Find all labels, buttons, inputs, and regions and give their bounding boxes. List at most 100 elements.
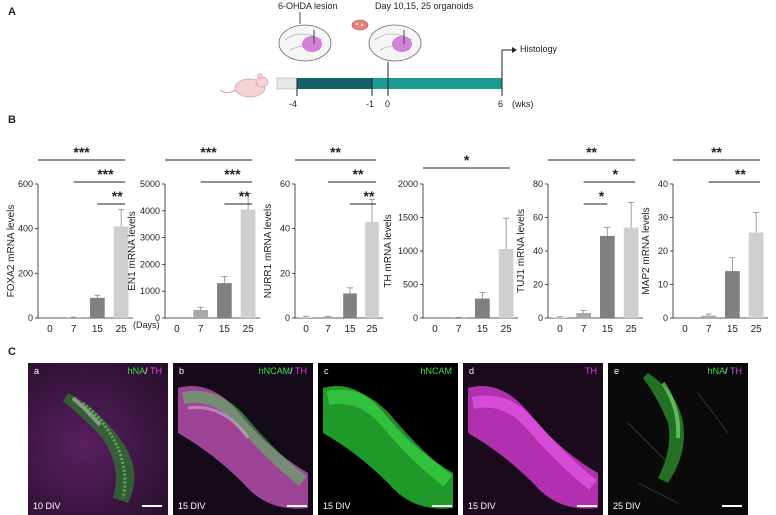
significance-label: * bbox=[464, 152, 470, 168]
x-tick-label: 25 bbox=[751, 324, 763, 335]
y-tick-label: 60 bbox=[280, 179, 290, 189]
div-label: 15 DIV bbox=[323, 501, 351, 511]
image-index: b bbox=[179, 366, 185, 376]
x-tick-label: 25 bbox=[626, 324, 638, 335]
bar bbox=[623, 227, 639, 318]
y-tick-label: 20 bbox=[280, 268, 290, 278]
bar bbox=[193, 309, 208, 318]
y-tick-label: 0 bbox=[155, 313, 160, 323]
div-label: 25 DIV bbox=[613, 501, 641, 511]
x-tick-label: 15 bbox=[727, 324, 739, 335]
organoid-label: Day 10,15, 25 organoids bbox=[375, 1, 474, 11]
x-tick-label: 7 bbox=[456, 324, 462, 335]
y-tick-label: 3000 bbox=[140, 233, 160, 243]
significance-label: ** bbox=[364, 188, 375, 204]
div-label: 10 DIV bbox=[33, 501, 61, 511]
bar bbox=[576, 312, 591, 318]
arrow-right-icon bbox=[512, 47, 517, 53]
y-tick-label: 80 bbox=[533, 179, 543, 189]
panel-letter-b: B bbox=[8, 114, 16, 126]
x-tick-label: 15 bbox=[219, 324, 231, 335]
rat-icon bbox=[219, 73, 269, 98]
bar bbox=[90, 297, 105, 318]
histology-label: Histology bbox=[520, 44, 558, 54]
bar bbox=[240, 209, 256, 318]
post-graft-segment bbox=[372, 78, 502, 89]
div-label: 15 DIV bbox=[178, 501, 206, 511]
significance-label: * bbox=[599, 188, 605, 204]
x-tick-label: 15 bbox=[477, 324, 489, 335]
tick-label: -1 bbox=[366, 99, 375, 109]
x-tick-label: 0 bbox=[303, 324, 309, 335]
bar bbox=[725, 271, 740, 318]
timeline-panel bbox=[219, 12, 517, 98]
marker-label: TH bbox=[585, 366, 597, 376]
x-tick-label: 15 bbox=[602, 324, 614, 335]
marker-label: TH bbox=[295, 366, 307, 376]
y-tick-label: 20 bbox=[533, 280, 543, 290]
unit-label: (wks) bbox=[512, 99, 534, 109]
y-axis-label: TUJ1 mRNA levels bbox=[516, 209, 527, 293]
y-tick-label: 400 bbox=[18, 224, 33, 234]
scale-bar bbox=[577, 505, 597, 507]
scale-bar bbox=[287, 505, 307, 507]
x-tick-label: 7 bbox=[325, 324, 331, 335]
brain-icon bbox=[278, 24, 332, 62]
x-tick-label: 25 bbox=[116, 324, 128, 335]
image-index: c bbox=[324, 366, 329, 376]
significance-label: ** bbox=[112, 188, 123, 204]
pre-lesion-segment bbox=[276, 77, 298, 90]
y-tick-label: 1000 bbox=[140, 286, 160, 296]
marker-label: TH bbox=[150, 366, 162, 376]
significance-label: ** bbox=[586, 144, 597, 160]
x-tick-label: 7 bbox=[706, 324, 712, 335]
significance-label: ** bbox=[353, 166, 364, 182]
micrograph-c: hNCAM c 15 DIV bbox=[318, 363, 458, 515]
x-tick-label: 7 bbox=[71, 324, 77, 335]
micrograph-e: hNA/ TH e 25 DIV bbox=[608, 363, 748, 515]
tick-label: 0 bbox=[385, 99, 391, 109]
y-tick-label: 40 bbox=[658, 179, 668, 189]
lesion-segment bbox=[297, 78, 372, 89]
bar bbox=[299, 316, 313, 318]
x-tick-label: 25 bbox=[501, 324, 513, 335]
significance-label: ** bbox=[711, 144, 722, 160]
x-tick-label: 0 bbox=[557, 324, 563, 335]
significance-label: ** bbox=[735, 166, 746, 182]
bar bbox=[113, 226, 129, 318]
marker-label: hNCAM bbox=[420, 366, 452, 376]
y-tick-label: 600 bbox=[18, 179, 33, 189]
bar bbox=[498, 248, 514, 318]
y-tick-label: 5000 bbox=[140, 179, 160, 189]
y-tick-label: 30 bbox=[658, 213, 668, 223]
significance-label: *** bbox=[224, 166, 241, 182]
panel-letter-c: C bbox=[8, 346, 16, 358]
bar bbox=[552, 317, 568, 318]
y-tick-label: 4000 bbox=[140, 206, 160, 216]
significance-label: *** bbox=[200, 144, 217, 160]
bar bbox=[365, 221, 379, 318]
image-index: a bbox=[34, 366, 40, 376]
scale-bar bbox=[432, 505, 452, 507]
x-tick-label: 0 bbox=[432, 324, 438, 335]
x-tick-label: 0 bbox=[47, 324, 53, 335]
y-tick-label: 2000 bbox=[140, 259, 160, 269]
micrograph-a: hNA/ TH a 10 DIV bbox=[28, 363, 168, 515]
image-index: d bbox=[469, 366, 475, 376]
xlabel-days: (Days) bbox=[133, 320, 160, 330]
x-tick-label: 0 bbox=[682, 324, 688, 335]
marker-label: hNCAM bbox=[258, 366, 291, 376]
petri-dish-icon bbox=[351, 19, 369, 31]
scale-bar bbox=[142, 505, 162, 507]
brain-icon bbox=[368, 24, 422, 62]
y-tick-label: 20 bbox=[658, 246, 668, 256]
marker-label: hNA bbox=[707, 366, 726, 376]
image-index: e bbox=[614, 366, 620, 376]
y-tick-label: 40 bbox=[280, 224, 290, 234]
y-tick-label: 60 bbox=[533, 213, 543, 223]
x-tick-label: 7 bbox=[198, 324, 204, 335]
x-tick-label: 15 bbox=[92, 324, 104, 335]
y-tick-label: 10 bbox=[658, 280, 668, 290]
y-tick-label: 0 bbox=[663, 313, 668, 323]
